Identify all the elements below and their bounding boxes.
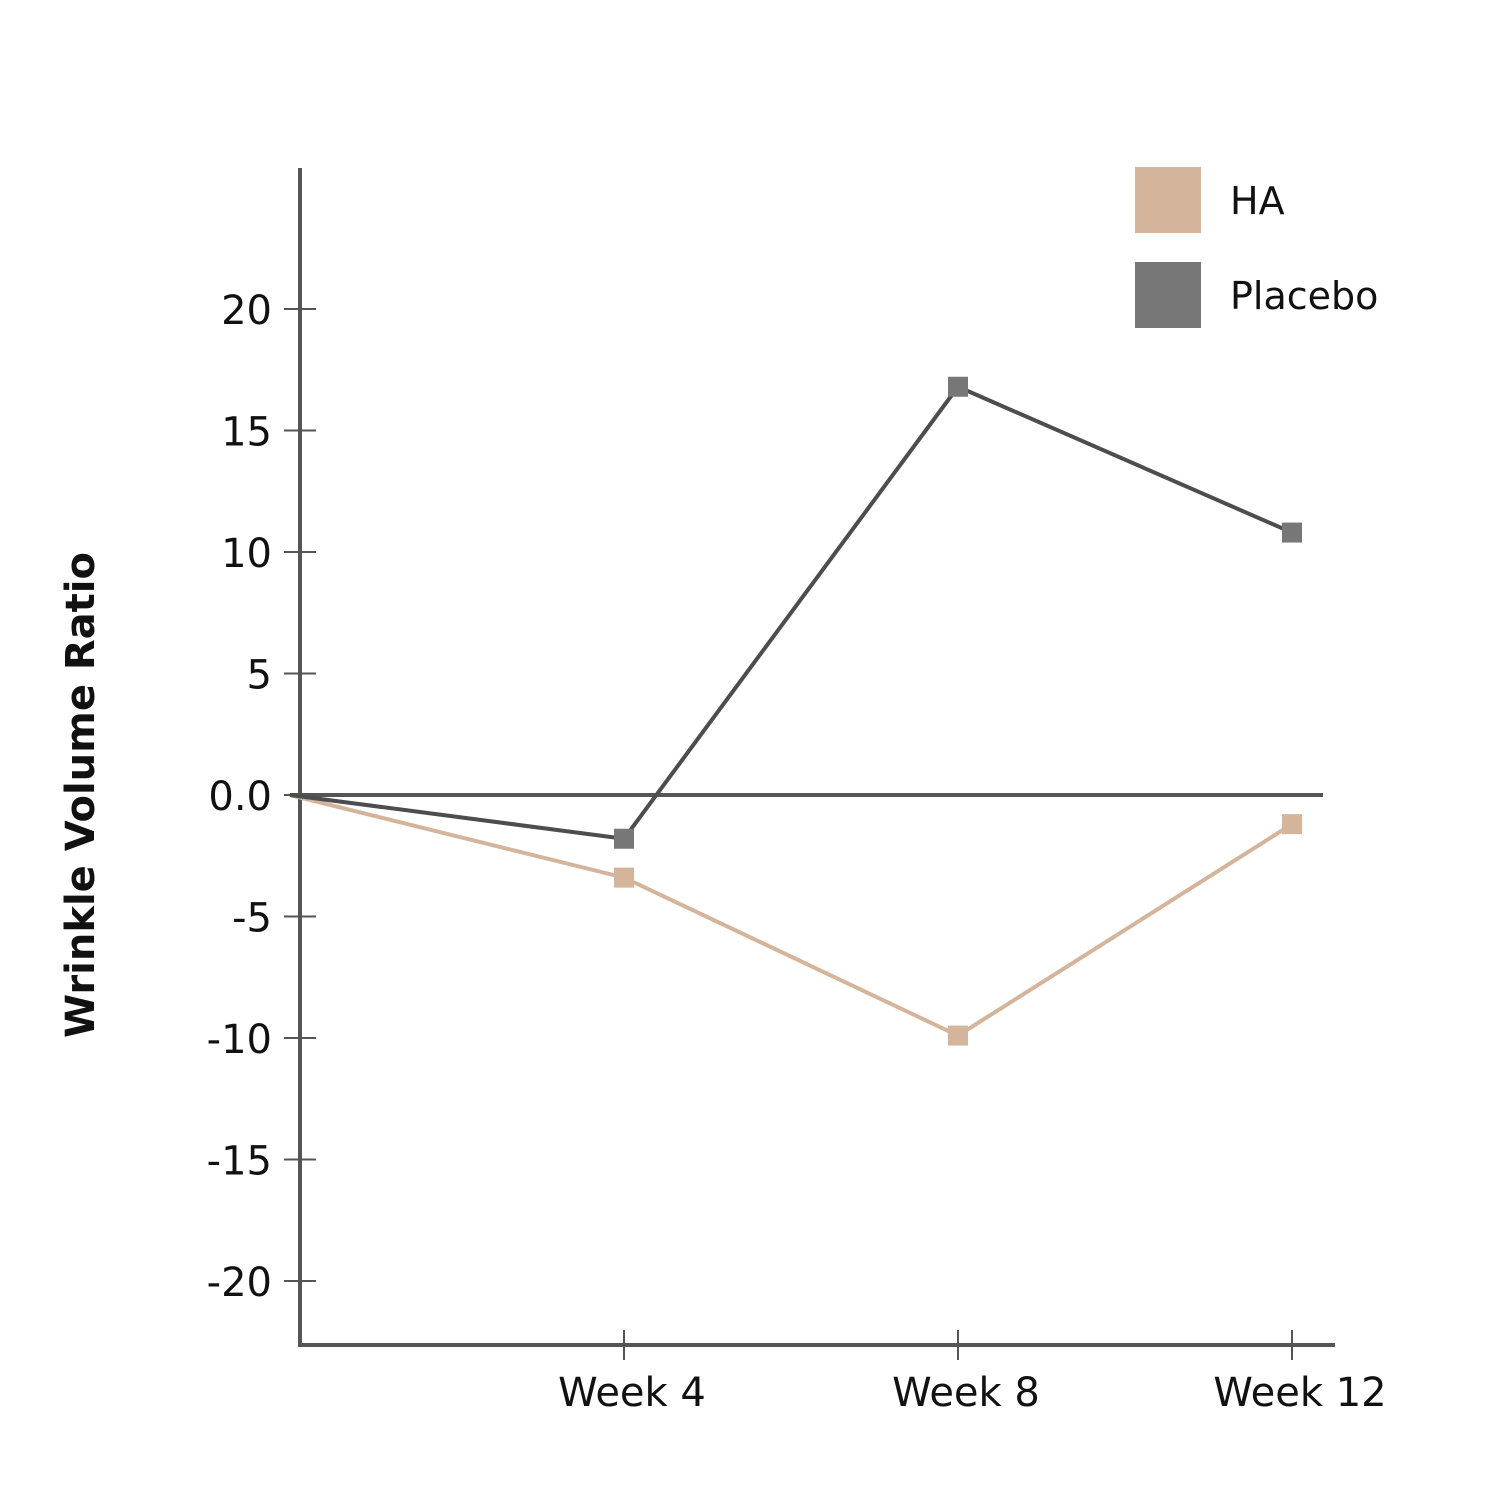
data-point-placebo <box>1282 522 1302 543</box>
legend-label-placebo: Placebo <box>1230 274 1378 318</box>
y-tick-label: 5 <box>247 653 272 699</box>
y-axis-label: Wrinkle Volume Ratio <box>58 552 104 1038</box>
y-tick-label: -10 <box>207 1017 272 1063</box>
x-tick-label: Week 8 <box>892 1370 1040 1416</box>
x-tick-label: Week 4 <box>558 1370 706 1416</box>
series-layer <box>289 376 1302 1046</box>
legend-label-ha: HA <box>1230 179 1285 223</box>
y-tick-label: 20 <box>221 288 272 334</box>
x-tick-label: Week 12 <box>1213 1370 1386 1416</box>
y-tick-label: 0.0 <box>208 774 272 820</box>
y-tick-label: -15 <box>207 1139 272 1185</box>
series-line-ha <box>289 793 1294 1038</box>
data-point-placebo <box>948 376 968 397</box>
legend-swatch-placebo <box>1135 262 1201 328</box>
y-tick-label: 10 <box>221 531 272 577</box>
y-tick-label: 15 <box>221 410 272 456</box>
data-point-ha <box>948 1025 968 1046</box>
x-ticks: Week 4 Week 8 Week 12 <box>558 1330 1387 1416</box>
data-point-placebo <box>614 828 634 849</box>
y-tick-label: -20 <box>207 1260 272 1306</box>
legend: HA Placebo <box>1135 167 1378 328</box>
series-line-placebo <box>289 384 1293 841</box>
legend-swatch-ha <box>1135 167 1201 233</box>
y-ticks: 20 15 10 5 0.0 -5 -10 -15 -20 <box>207 288 316 1306</box>
data-point-ha <box>614 867 634 888</box>
data-point-ha <box>1282 814 1302 835</box>
y-tick-label: -5 <box>232 896 272 942</box>
